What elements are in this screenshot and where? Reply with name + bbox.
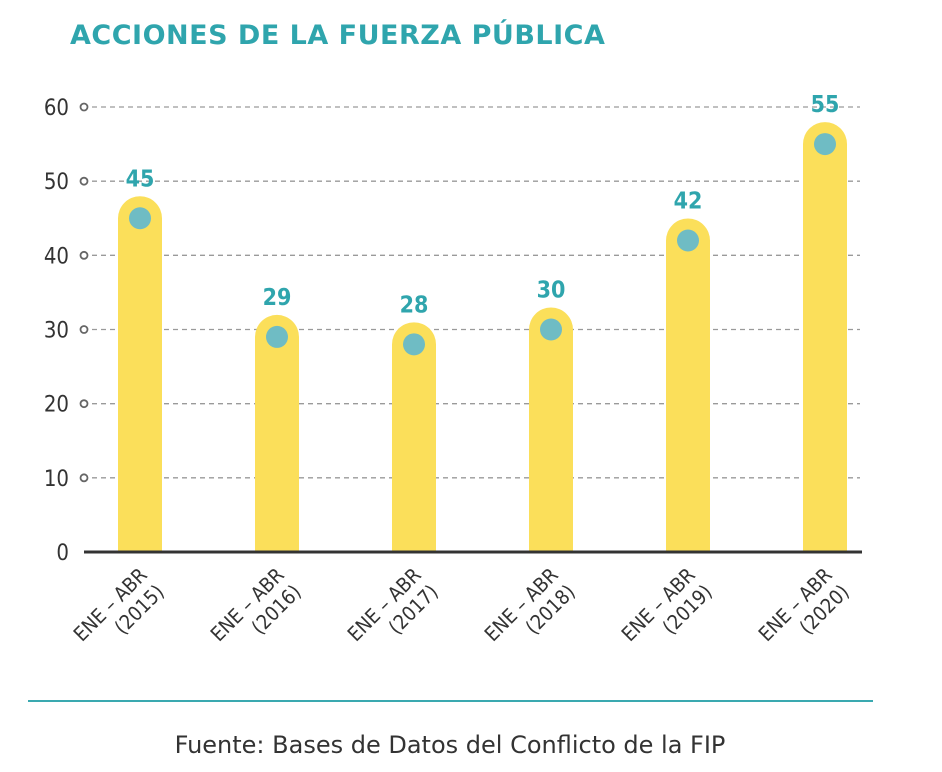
data-label: 30 bbox=[537, 278, 566, 304]
chart-title: ACCIONES DE LA FUERZA PÚBLICA bbox=[70, 20, 606, 51]
bar-marker-dot bbox=[540, 318, 562, 341]
x-axis-labels: ENE – ABR(2015) ENE – ABR(2016) ENE – ABR(… bbox=[69, 563, 854, 646]
x-tick-label: ENE – ABR(2015) bbox=[69, 563, 169, 646]
bar-group: 29 bbox=[255, 285, 299, 552]
bar bbox=[529, 307, 573, 552]
data-label: 28 bbox=[400, 292, 429, 318]
bar-group: 55 bbox=[803, 92, 847, 552]
y-tick-label: 50 bbox=[44, 170, 69, 195]
bar-marker-dot bbox=[403, 333, 425, 356]
data-label: 45 bbox=[126, 166, 155, 192]
y-axis-ticks: 0 10 20 30 40 50 60 bbox=[44, 96, 89, 566]
bar-group: 28 bbox=[392, 292, 436, 552]
bar bbox=[255, 314, 299, 552]
bar bbox=[666, 218, 710, 553]
bar-group: 42 bbox=[666, 189, 710, 553]
y-tick-label: 0 bbox=[56, 541, 69, 566]
y-tick-marker bbox=[79, 399, 89, 409]
y-tick-label: 40 bbox=[44, 244, 69, 269]
bar-marker-dot bbox=[814, 133, 836, 156]
bar-marker-dot bbox=[266, 325, 288, 348]
x-tick-label: ENE – ABR(2019) bbox=[617, 563, 717, 646]
x-tick-label: ENE – ABR(2020) bbox=[754, 563, 854, 646]
y-tick-label: 20 bbox=[44, 393, 69, 418]
y-tick-marker bbox=[79, 102, 89, 112]
y-tick-label: 10 bbox=[44, 467, 69, 492]
y-tick-marker bbox=[79, 473, 89, 483]
data-label: 29 bbox=[263, 285, 292, 311]
data-label: 55 bbox=[811, 92, 840, 118]
y-tick-marker bbox=[79, 250, 89, 260]
x-tick-label: ENE – ABR(2017) bbox=[343, 563, 443, 646]
y-tick-label: 30 bbox=[44, 319, 69, 344]
bar-group: 30 bbox=[529, 278, 573, 552]
y-tick-marker bbox=[79, 325, 89, 334]
x-tick-label: ENE – ABR(2016) bbox=[206, 563, 306, 646]
bars: 45 29 28 30 42 55 bbox=[118, 92, 847, 553]
bar bbox=[118, 196, 162, 553]
source-note: Fuente: Bases de Datos del Conflicto de … bbox=[174, 731, 726, 759]
bar-marker-dot bbox=[677, 229, 699, 252]
y-tick-marker bbox=[79, 176, 89, 186]
bar bbox=[803, 122, 847, 552]
bar-chart: 0 10 20 30 40 50 60 45 29 28 30 42 55 ENE – ABR(201… bbox=[44, 92, 862, 646]
divider-line bbox=[28, 700, 873, 702]
x-tick-label: ENE – ABR(2018) bbox=[480, 563, 580, 646]
bar-marker-dot bbox=[129, 207, 151, 230]
gridlines bbox=[92, 106, 860, 479]
bar-group: 45 bbox=[118, 166, 162, 553]
data-label: 42 bbox=[674, 189, 703, 215]
bar bbox=[392, 322, 436, 552]
y-tick-label: 60 bbox=[44, 96, 69, 121]
